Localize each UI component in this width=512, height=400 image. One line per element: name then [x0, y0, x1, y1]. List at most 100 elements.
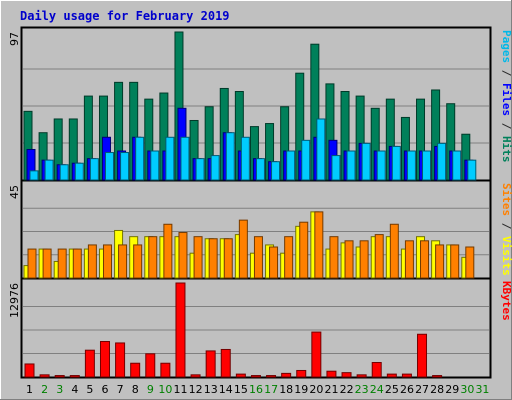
hits-panel-pages-bar — [74, 162, 84, 181]
x-tick-label: 12 — [189, 383, 203, 396]
visits-panel-sites-bar — [178, 232, 188, 279]
hits-panel-pages-bar — [422, 150, 432, 181]
visits-panel-sites-bar — [299, 221, 309, 279]
kbytes-panel-kbytes-bar — [115, 342, 126, 378]
x-tick-label: 7 — [117, 383, 124, 396]
visits-panel-sites-bar — [344, 240, 354, 279]
visits-panel-sites-bar — [284, 236, 294, 279]
kbytes-panel-kbytes-bar — [130, 362, 141, 378]
x-tick-label: 27 — [415, 383, 429, 396]
hits-panel-pages-bar — [59, 164, 69, 181]
x-tick-label: 18 — [279, 383, 293, 396]
hits-panel-legend-segment: Hits — [500, 136, 512, 163]
x-tick-label: 28 — [430, 383, 444, 396]
x-tick-label: 21 — [324, 383, 338, 396]
kbytes-panel-legend-segment: KBytes — [500, 281, 512, 321]
x-tick-label: 22 — [340, 383, 354, 396]
x-tick-label: 29 — [445, 383, 459, 396]
kbytes-panel-kbytes-bar — [417, 333, 428, 378]
hits-panel-legend-segment: Pages — [500, 30, 512, 63]
kbytes-panel: 12976 KBytes — [8, 278, 512, 378]
kbytes-panel-kbytes-bar — [175, 282, 186, 378]
kbytes-panel-kbytes-bar — [69, 375, 80, 378]
x-tick-label: 4 — [71, 383, 78, 396]
kbytes-panel-kbytes-bar — [341, 372, 352, 378]
visits-panel-legend-label: Sites / Visits — [500, 183, 512, 276]
hits-panel-pages-bar — [301, 139, 311, 181]
hits-panel-pages-bar — [286, 150, 296, 181]
hits-panel-pages-bar — [467, 159, 477, 181]
hits-panel-legend-label: Pages / Files / Hits — [500, 30, 512, 163]
hits-panel-pages-bar — [150, 150, 160, 181]
chart-panels: 97 Pages / Files / Hits 45 Sites / Visits 12… — [8, 26, 512, 379]
hits-panel-legend-segment: / — [500, 116, 512, 136]
hits-panel-pages-bar — [120, 152, 130, 181]
x-tick-label: 1 — [26, 383, 33, 396]
hits-panel-pages-bar — [346, 150, 356, 181]
visits-panel-sites-bar — [329, 236, 339, 279]
hits-panel-pages-bar — [316, 118, 326, 181]
visits-panel: 45 Sites / Visits — [8, 180, 512, 279]
kbytes-panel-kbytes-bar — [54, 375, 65, 378]
hits-panel-pages-bar — [271, 161, 281, 181]
hits-panel-pages-bar — [44, 159, 54, 181]
x-tick-label: 30 — [460, 383, 474, 396]
visits-panel-sites-bar — [420, 240, 430, 279]
visits-panel-sites-bar — [374, 234, 384, 279]
hits-panel-legend-segment: Files — [500, 83, 512, 116]
visits-panel-sites-bar — [314, 211, 324, 279]
x-tick-label: 2 — [41, 383, 48, 396]
hits-panel-pages-bar — [210, 155, 220, 181]
visits-panel-legend-segment: Visits — [500, 236, 512, 276]
visits-panel-sites-bar — [223, 238, 233, 279]
hits-panel-pages-bar — [104, 152, 114, 181]
hits-panel-legend-segment: / — [500, 63, 512, 83]
plot-frame — [20, 26, 492, 379]
hits-panel-pages-bar — [135, 136, 145, 181]
visits-panel-sites-bar — [148, 236, 158, 279]
visits-panel-sites-bar — [193, 236, 203, 279]
kbytes-panel-kbytes-bar — [356, 374, 367, 378]
hits-panel-pages-bar — [180, 136, 190, 181]
hits-panel-pages-bar — [361, 142, 371, 181]
kbytes-panel-kbytes-bar — [160, 362, 171, 378]
hits-panel-pages-bar — [406, 150, 416, 181]
kbytes-panel-kbytes-bar — [371, 362, 382, 378]
x-tick-label: 31 — [475, 383, 489, 396]
visits-panel-sites-bar — [238, 219, 248, 279]
kbytes-panel-kbytes-bar — [99, 341, 110, 378]
visits-panel-sites-bar — [269, 246, 279, 279]
x-tick-label: 19 — [294, 383, 308, 396]
visits-panel-sites-bar — [102, 244, 112, 279]
hits-panel-pages-bar — [376, 150, 386, 181]
hits-panel-pages-bar — [29, 170, 39, 181]
x-tick-label: 16 — [249, 383, 263, 396]
kbytes-panel-kbytes-bar — [190, 374, 201, 378]
kbytes-panel-kbytes-bar — [401, 373, 412, 378]
kbytes-panel-kbytes-bar — [326, 370, 337, 378]
visits-panel-sites-bar — [253, 236, 263, 279]
visits-panel-sites-bar — [435, 244, 445, 279]
x-tick-label: 20 — [309, 383, 323, 396]
hits-panel: 97 Pages / Files / Hits — [8, 27, 512, 181]
x-tick-label: 24 — [370, 383, 384, 396]
kbytes-panel-kbytes-bar — [24, 363, 35, 378]
kbytes-panel-kbytes-bar — [235, 373, 246, 378]
hits-panel-ymax-label: 97 — [8, 32, 21, 46]
kbytes-panel-kbytes-bar — [281, 372, 292, 378]
kbytes-panel-kbytes-bar — [220, 348, 231, 378]
kbytes-panel-kbytes-bar — [266, 375, 277, 378]
kbytes-panel-kbytes-bar — [145, 353, 156, 378]
visits-panel-sites-bar — [465, 246, 475, 279]
x-tick-label: 17 — [264, 383, 278, 396]
x-tick-label: 9 — [147, 383, 154, 396]
visits-panel-sites-bar — [133, 244, 143, 279]
hits-panel-pages-bar — [437, 142, 447, 181]
kbytes-panel-legend-label: KBytes — [500, 281, 512, 321]
visits-panel-legend-segment: / — [500, 216, 512, 236]
x-axis: 1 2 3 4 5 6 7 8 9 10 11 12 13 14 15 16 17 18 19 20 21 22 23 24 2… — [26, 383, 489, 396]
kbytes-panel-ymax-label: 12976 — [8, 283, 21, 318]
x-tick-label: 13 — [204, 383, 218, 396]
visits-panel-sites-bar — [404, 240, 414, 279]
visits-panel-sites-bar — [42, 248, 52, 279]
